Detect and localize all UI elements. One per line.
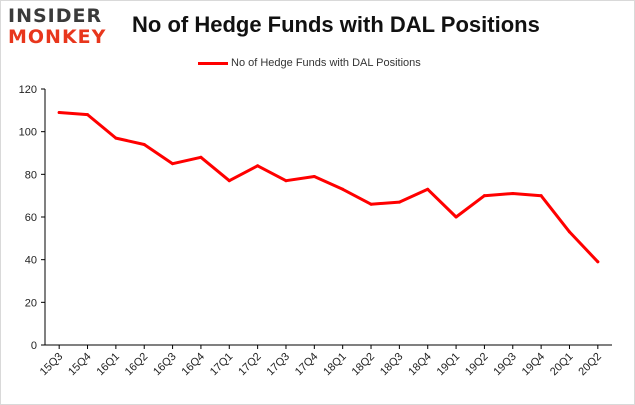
x-tick-label: 17Q2: [236, 351, 264, 379]
x-tick-label: 19Q1: [435, 351, 463, 379]
y-tick-label: 80: [25, 169, 37, 181]
data-point: [596, 260, 600, 264]
x-tick-label: 17Q4: [293, 351, 321, 379]
y-tick-label: 20: [25, 297, 37, 309]
x-tick-label: 16Q1: [94, 351, 122, 379]
data-point: [482, 194, 486, 198]
data-point: [567, 230, 571, 234]
insider-monkey-logo: INSIDER MONKEY: [8, 6, 120, 52]
x-tick-label: 16Q4: [180, 351, 208, 379]
logo-line-1: INSIDER: [8, 5, 103, 27]
data-point: [397, 200, 401, 204]
x-tick-label: 18Q3: [378, 351, 406, 379]
data-point: [199, 155, 203, 159]
y-tick-label: 40: [25, 255, 37, 267]
data-point: [369, 202, 373, 206]
x-tick-label: 16Q3: [151, 351, 179, 379]
x-tick-label: 15Q3: [38, 351, 66, 379]
x-tick-label: 18Q4: [406, 351, 434, 379]
x-tick-label: 19Q2: [463, 351, 491, 379]
data-point: [539, 194, 543, 198]
x-tick-label: 16Q2: [123, 351, 151, 379]
legend: No of Hedge Funds with DAL Positions: [198, 55, 421, 71]
x-tick-label: 20Q2: [576, 351, 604, 379]
x-tick-label: 19Q4: [520, 351, 548, 379]
y-tick-label: 100: [19, 127, 37, 139]
x-tick-label: 17Q3: [265, 351, 293, 379]
data-point: [227, 179, 231, 183]
x-tick-label: 17Q1: [208, 351, 236, 379]
y-tick-label: 120: [19, 84, 37, 96]
x-tick-label: 18Q1: [321, 351, 349, 379]
data-point: [312, 174, 316, 178]
data-point: [171, 162, 175, 166]
data-point: [57, 110, 61, 114]
series-line: [57, 111, 600, 264]
data-point: [86, 113, 90, 117]
data-point: [142, 142, 146, 146]
y-tick-label: 60: [25, 212, 37, 224]
x-tick-label: 15Q4: [66, 351, 94, 379]
logo-line-2: MONKEY: [8, 26, 107, 48]
data-point: [256, 164, 260, 168]
data-point: [426, 187, 430, 191]
data-point: [454, 215, 458, 219]
x-tick-label: 18Q2: [350, 351, 378, 379]
x-tick-label: 19Q3: [491, 351, 519, 379]
data-point: [341, 187, 345, 191]
y-tick-label: 0: [31, 340, 37, 352]
data-point: [511, 192, 515, 196]
data-point: [114, 136, 118, 140]
x-tick-label: 20Q1: [548, 351, 576, 379]
legend-swatch: [198, 61, 228, 65]
legend-label: No of Hedge Funds with DAL Positions: [231, 57, 421, 69]
chart-title: No of Hedge Funds with DAL Positions: [132, 12, 540, 37]
data-point: [284, 179, 288, 183]
